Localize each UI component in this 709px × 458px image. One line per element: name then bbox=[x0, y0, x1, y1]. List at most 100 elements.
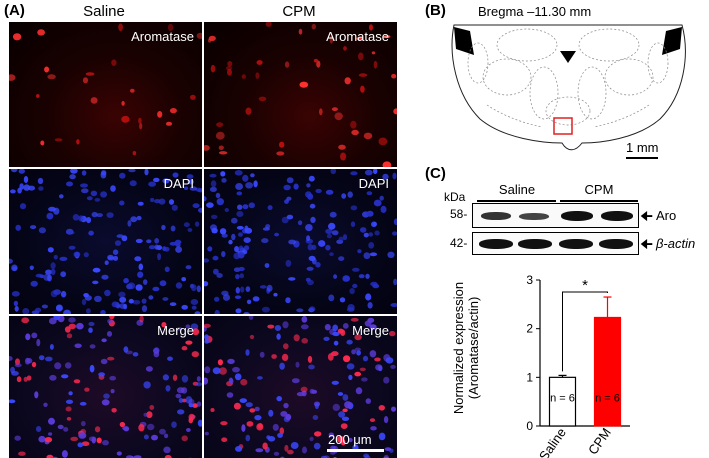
cell-dot bbox=[239, 398, 247, 403]
cell-dot bbox=[243, 312, 250, 314]
cell-dot bbox=[210, 408, 215, 412]
cell-dot bbox=[185, 324, 191, 329]
cell-dot bbox=[311, 257, 317, 265]
cell-dot bbox=[197, 419, 202, 427]
cell-dot bbox=[153, 347, 160, 355]
cell-dot bbox=[135, 238, 143, 244]
cell-dot bbox=[143, 434, 149, 440]
cell-dot bbox=[365, 398, 371, 404]
cell-dot bbox=[366, 210, 374, 217]
cell-dot bbox=[384, 35, 391, 39]
dark-region-left bbox=[454, 27, 474, 55]
cell-dot bbox=[132, 300, 141, 305]
cell-dot bbox=[83, 252, 89, 258]
cell-dot bbox=[333, 340, 339, 346]
cell-dot bbox=[192, 203, 200, 209]
cell-dot bbox=[35, 426, 42, 432]
cell-dot bbox=[380, 205, 387, 213]
cell-dot bbox=[29, 265, 34, 271]
cell-dot bbox=[146, 239, 152, 244]
cell-dot bbox=[293, 183, 299, 190]
cell-dot bbox=[388, 330, 396, 337]
cell-dot bbox=[196, 285, 201, 293]
cell-dot bbox=[302, 446, 307, 454]
cell-dot bbox=[238, 245, 244, 252]
cell-dot bbox=[167, 23, 174, 32]
cell-dot bbox=[57, 424, 64, 430]
cell-dot bbox=[177, 409, 185, 415]
panel-label-b: (B) bbox=[425, 2, 446, 19]
cell-dot bbox=[387, 251, 395, 258]
cell-dot bbox=[37, 177, 44, 185]
cell-dot bbox=[237, 251, 245, 259]
cell-dot bbox=[234, 170, 243, 176]
cell-dot bbox=[68, 317, 76, 323]
cell-dot bbox=[236, 211, 244, 217]
cell-dot bbox=[382, 173, 389, 180]
cell-dot bbox=[119, 303, 127, 309]
cell-dot bbox=[169, 241, 177, 246]
cell-dot bbox=[218, 151, 228, 155]
cell-dot bbox=[346, 307, 355, 312]
cell-dot bbox=[358, 52, 364, 61]
blot-group-line-cpm bbox=[560, 200, 638, 202]
cell-dot bbox=[338, 236, 344, 242]
cell-dot bbox=[106, 212, 114, 218]
cell-dot bbox=[143, 412, 148, 417]
cell-dot bbox=[145, 366, 153, 372]
tile-label-dapi: DAPI bbox=[358, 176, 389, 191]
cell-dot bbox=[307, 355, 313, 363]
cell-dot bbox=[66, 333, 73, 339]
tile-label-merge: Merge bbox=[352, 323, 389, 338]
cell-dot bbox=[144, 169, 149, 176]
cell-dot bbox=[299, 81, 309, 88]
cell-dot bbox=[175, 282, 183, 289]
cell-dot bbox=[70, 436, 79, 442]
cell-dot bbox=[94, 198, 101, 202]
cell-dot bbox=[41, 304, 49, 309]
cell-dot bbox=[38, 435, 46, 443]
cell-dot bbox=[196, 32, 202, 39]
cell-dot bbox=[296, 308, 304, 313]
cell-dot bbox=[312, 415, 319, 420]
cell-dot bbox=[10, 169, 18, 173]
cell-dot bbox=[276, 396, 282, 402]
cell-dot bbox=[352, 267, 360, 272]
cell-dot bbox=[101, 274, 109, 280]
cell-dot bbox=[64, 362, 72, 369]
cell-dot bbox=[138, 263, 144, 271]
cell-dot bbox=[107, 356, 115, 361]
cell-dot bbox=[267, 205, 273, 211]
cell-dot bbox=[183, 222, 190, 228]
cell-dot bbox=[38, 355, 45, 361]
cell-dot bbox=[216, 122, 224, 128]
cell-dot bbox=[320, 455, 328, 458]
cell-dot bbox=[246, 299, 252, 305]
cell-dot bbox=[238, 266, 245, 272]
cell-dots bbox=[204, 316, 396, 458]
cell-dot bbox=[9, 399, 16, 404]
cell-dot bbox=[92, 280, 99, 285]
cell-dot bbox=[139, 316, 144, 323]
cell-dot bbox=[81, 188, 89, 194]
cell-dot bbox=[291, 378, 300, 384]
cell-dot bbox=[244, 225, 249, 232]
cell-dot bbox=[273, 451, 280, 456]
cell-dot bbox=[265, 224, 271, 229]
cell-dot bbox=[214, 309, 220, 314]
cell-dot bbox=[391, 73, 397, 79]
scale-bar-label-a: 200 μm bbox=[328, 432, 372, 447]
column-header-cpm: CPM bbox=[282, 3, 316, 20]
cell-dot bbox=[367, 317, 375, 323]
cell-dot bbox=[175, 393, 182, 399]
cell-dot bbox=[73, 251, 81, 258]
cell-dot bbox=[267, 324, 275, 329]
cell-dot bbox=[212, 367, 221, 375]
cell-dot bbox=[189, 186, 197, 191]
cell-dot bbox=[123, 278, 129, 284]
cell-dot bbox=[170, 225, 176, 232]
cell-dot bbox=[346, 339, 353, 345]
cell-dot bbox=[40, 140, 45, 146]
cell-dot bbox=[89, 344, 96, 349]
cell-dot bbox=[279, 141, 285, 148]
